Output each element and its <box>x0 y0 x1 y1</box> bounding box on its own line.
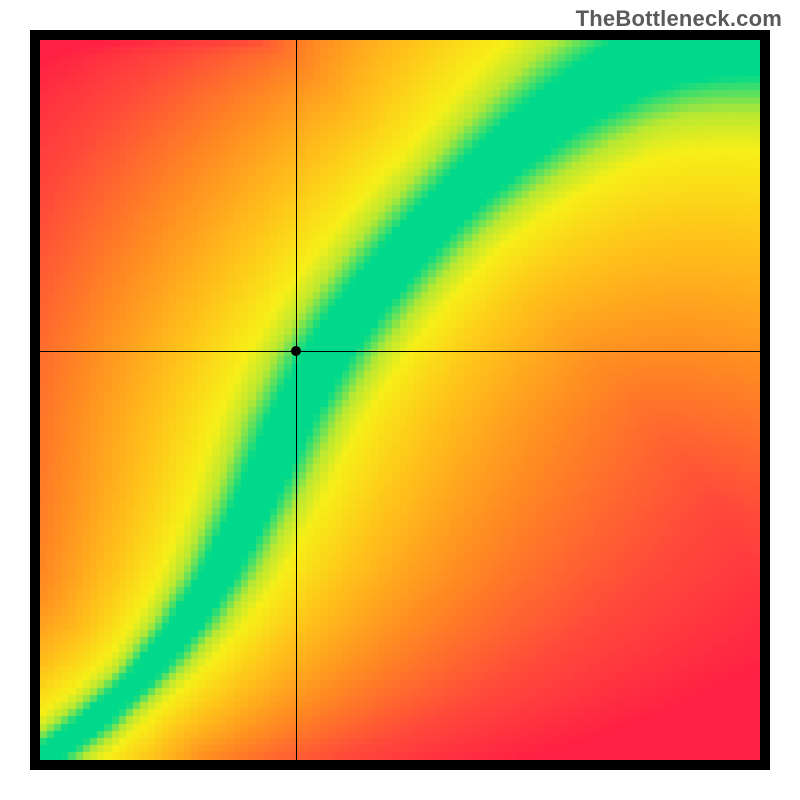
plot-area <box>40 40 760 760</box>
heatmap-canvas <box>40 40 760 760</box>
chart-frame <box>30 30 770 770</box>
watermark-text: TheBottleneck.com <box>576 6 782 32</box>
